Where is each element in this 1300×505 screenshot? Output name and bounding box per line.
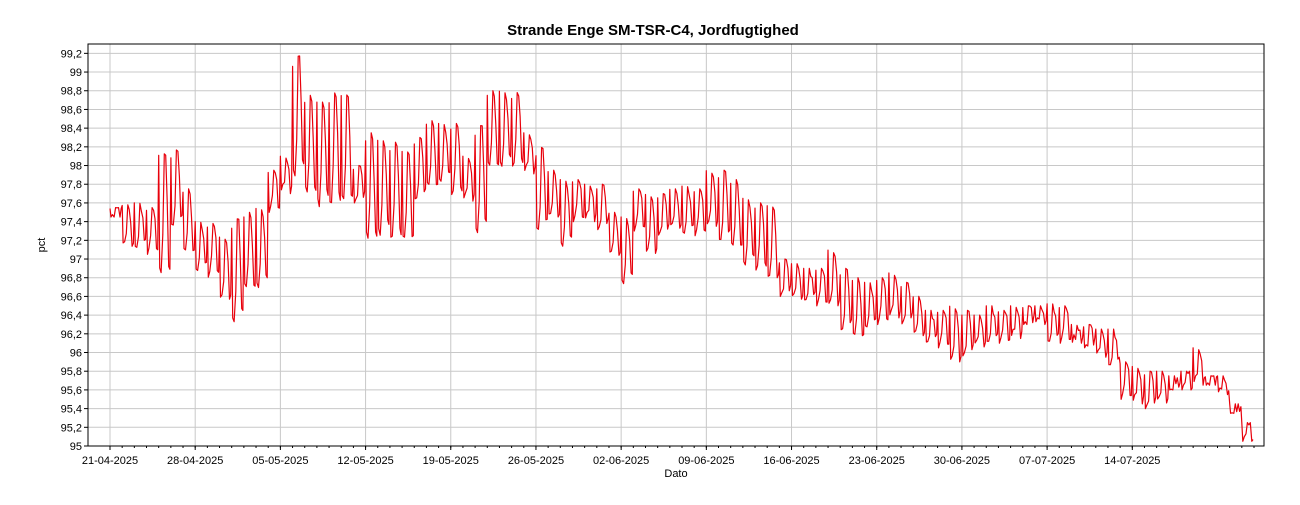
x-tick-label: 30-06-2025 bbox=[934, 455, 990, 467]
y-tick-label: 98 bbox=[70, 161, 82, 173]
x-tick-label: 21-04-2025 bbox=[82, 455, 138, 467]
y-tick-label: 96,2 bbox=[61, 329, 82, 341]
x-tick-label: 09-06-2025 bbox=[678, 455, 734, 467]
axes: 95 95,2 95,4 95,6 95,8 96 96,2 96,4 96,6 96,8 97 97… bbox=[61, 48, 1255, 467]
x-tick-label: 23-06-2025 bbox=[849, 455, 905, 467]
x-tick-label: 02-06-2025 bbox=[593, 455, 649, 467]
y-tick-label: 97,2 bbox=[61, 235, 82, 247]
y-tick-label: 95,8 bbox=[61, 366, 82, 378]
y-tick-label: 97,4 bbox=[61, 217, 82, 229]
y-tick-label: 95,4 bbox=[61, 404, 82, 416]
series-line-0 bbox=[109, 55, 1254, 442]
y-tick-label: 95,2 bbox=[61, 422, 82, 434]
x-tick-label: 14-07-2025 bbox=[1104, 455, 1160, 467]
x-tick-label: 16-06-2025 bbox=[763, 455, 819, 467]
series-layer bbox=[109, 55, 1254, 442]
y-axis-label: pct bbox=[36, 238, 48, 253]
y-tick-label: 95 bbox=[70, 441, 82, 453]
chart-title: Strande Enge SM-TSR-C4, Jordfugtighed bbox=[507, 22, 799, 39]
y-tick-label: 99 bbox=[70, 67, 82, 79]
y-tick-label: 96,4 bbox=[61, 310, 82, 322]
x-tick-label: 07-07-2025 bbox=[1019, 455, 1075, 467]
y-tick-label: 98,8 bbox=[61, 86, 82, 98]
x-tick-label: 12-05-2025 bbox=[337, 455, 393, 467]
y-tick-label: 97,6 bbox=[61, 198, 82, 210]
y-tick-label: 96,8 bbox=[61, 273, 82, 285]
y-tick-label: 96 bbox=[70, 348, 82, 360]
x-tick-label: 26-05-2025 bbox=[508, 455, 564, 467]
plot-area-frame bbox=[87, 43, 1265, 447]
y-tick-label: 97 bbox=[70, 254, 82, 266]
y-tick-label: 96,6 bbox=[61, 291, 82, 303]
y-tick-label: 97,8 bbox=[61, 179, 82, 191]
y-tick-label: 98,6 bbox=[61, 104, 82, 116]
x-tick-label: 19-05-2025 bbox=[423, 455, 479, 467]
y-tick-label: 98,2 bbox=[61, 142, 82, 154]
y-tick-label: 99,2 bbox=[61, 48, 82, 60]
y-tick-label: 98,4 bbox=[61, 123, 82, 135]
x-tick-label: 28-04-2025 bbox=[167, 455, 223, 467]
y-tick-label: 95,6 bbox=[61, 385, 82, 397]
x-axis-label: Dato bbox=[664, 468, 687, 480]
x-tick-label: 05-05-2025 bbox=[252, 455, 308, 467]
